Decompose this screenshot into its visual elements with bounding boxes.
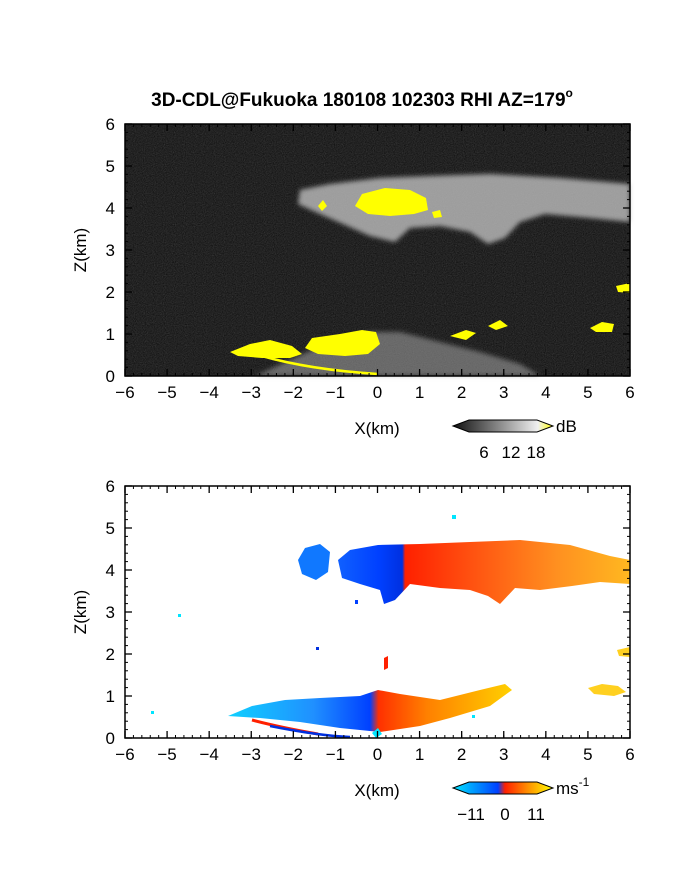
bottom-colorbar-tick-labels: −11 0 11 (457, 805, 545, 824)
dome-gray (255, 332, 540, 376)
colorbar-tick-label: 12 (502, 443, 521, 462)
speckle-6 (472, 715, 475, 718)
red-column (384, 656, 388, 670)
ground-streak (261, 354, 379, 376)
bottom-x-axis-label: X(km) (354, 781, 399, 800)
top-yellow-echoes (230, 188, 630, 376)
speckle-3 (151, 711, 154, 714)
x-tick-label: −1 (326, 745, 345, 764)
y-tick-label: 1 (106, 325, 115, 344)
elevated-patch (590, 322, 614, 332)
y-tick-label: 1 (106, 687, 115, 706)
y-tick-label: 2 (106, 283, 115, 302)
chart-title: 3D-CDL@Fukuoka 180108 102303 RHI AZ=179o (151, 86, 573, 111)
x-tick-label: 1 (415, 383, 424, 402)
x-tick-label: 1 (415, 745, 424, 764)
y-tick-label: 4 (106, 199, 115, 218)
elevated-patch-velocity (588, 684, 626, 696)
y-tick-label: 0 (106, 729, 115, 748)
x-tick-label: −4 (199, 383, 218, 402)
bottom-colorbar: ms-1 −11 0 11 (451, 775, 590, 824)
x-tick-label: 2 (457, 383, 466, 402)
cloud-small-a (318, 200, 327, 211)
top-colorbar: dB 6 12 18 (451, 417, 577, 462)
lower-blue-streak (269, 724, 351, 739)
cloud-high-reflect (355, 188, 428, 216)
y-tick-label: 3 (106, 603, 115, 622)
bottom-colorbar-ramp (451, 781, 555, 795)
colorbar-tick-label: 11 (527, 805, 545, 824)
x-tick-label: −3 (242, 383, 261, 402)
x-tick-label: −6 (115, 383, 134, 402)
x-tick-label: 5 (583, 745, 592, 764)
x-tick-label: 0 (373, 383, 382, 402)
x-tick-label: 6 (625, 383, 634, 402)
base-layer-far (488, 320, 508, 330)
x-tick-label: −1 (326, 383, 345, 402)
y-tick-label: 5 (106, 519, 115, 538)
y-tick-label: 0 (106, 367, 115, 386)
bottom-colorbar-unit: ms-1 (556, 775, 590, 798)
x-tick-label: −2 (284, 745, 303, 764)
base-layer-right (450, 330, 476, 340)
top-x-axis-label: X(km) (354, 419, 399, 438)
y-tick-label: 3 (106, 241, 115, 260)
speckle-5 (355, 600, 358, 604)
y-tick-label: 5 (106, 157, 115, 176)
y-tick-label: 6 (106, 477, 115, 496)
x-tick-label: 2 (457, 745, 466, 764)
bottom-axis-ticks: −6 −5 −4 −3 −2 −1 0 1 2 3 4 5 6 0 1 2 3 4 5 6 (106, 477, 635, 764)
upper-cloud-velocity (338, 540, 630, 604)
y-tick-label: 6 (106, 115, 115, 134)
bottom-y-axis-label: Z(km) (71, 590, 90, 634)
cloud-small-b (432, 210, 442, 218)
x-tick-label: 4 (541, 745, 550, 764)
top-colorbar-tick-labels: 6 12 18 (479, 443, 545, 462)
y-tick-label: 4 (106, 561, 115, 580)
upper-left-blob (298, 544, 330, 580)
colorbar-tick-label: 6 (479, 443, 488, 462)
x-tick-label: −2 (284, 383, 303, 402)
top-colorbar-ramp (451, 419, 555, 433)
x-tick-label: 3 (499, 745, 508, 764)
y-tick-label: 2 (106, 645, 115, 664)
x-tick-label: −4 (199, 745, 218, 764)
colorbar-tick-label: 18 (527, 443, 546, 462)
dome-velocity (228, 684, 512, 732)
right-edge-patch (616, 283, 630, 293)
colorbar-tick-label: −11 (457, 805, 485, 824)
bottom-panel: −6 −5 −4 −3 −2 −1 0 1 2 3 4 5 6 0 1 2 3 4 5 6 X(km) Z(km) m… (71, 477, 635, 824)
colorbar-tick-label: 0 (500, 805, 509, 824)
x-tick-label: 0 (373, 745, 382, 764)
top-y-axis-label: Z(km) (71, 228, 90, 272)
top-axis-ticks: −6 −5 −4 −3 −2 −1 0 1 2 3 4 5 6 0 1 2 3 4 5 6 (106, 115, 635, 402)
x-tick-label: −6 (115, 745, 134, 764)
x-tick-label: 3 (499, 383, 508, 402)
base-layer-mid (305, 330, 380, 356)
x-tick-label: 4 (541, 383, 550, 402)
speckle-1 (452, 515, 456, 519)
base-layer-left (230, 340, 302, 358)
speckle-4 (316, 647, 319, 650)
x-tick-label: −3 (242, 745, 261, 764)
x-tick-label: −5 (157, 745, 176, 764)
x-tick-label: −5 (157, 383, 176, 402)
x-tick-label: 5 (583, 383, 592, 402)
speckle-2 (178, 614, 181, 617)
top-colorbar-unit: dB (556, 417, 577, 436)
x-tick-label: 6 (625, 745, 634, 764)
